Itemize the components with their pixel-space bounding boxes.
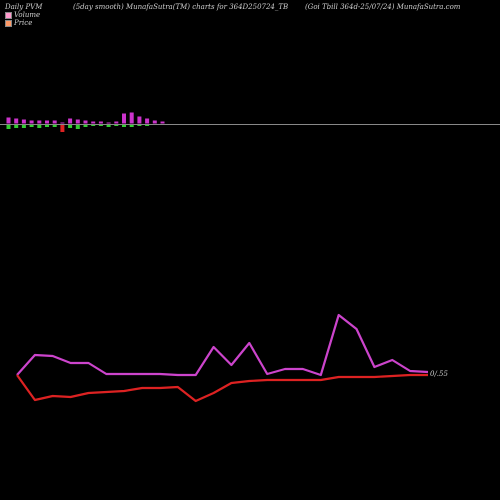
volume-bar-up [60, 122, 65, 124]
volume-bar-up [14, 118, 19, 124]
volume-bar-down [21, 125, 26, 128]
volume-bar-down [29, 125, 34, 127]
price-series-line-0 [16, 313, 429, 377]
volume-bar-up [145, 118, 150, 124]
volume-bar-down [98, 125, 103, 126]
volume-bar-down [75, 125, 80, 129]
volume-bar-down [145, 125, 150, 126]
volume-bar-down [68, 125, 73, 128]
volume-bars [6, 112, 165, 132]
volume-bar-up [52, 120, 57, 124]
volume-swatch-icon [5, 11, 12, 19]
price-end-label: 0/.55 [430, 370, 448, 378]
price-swatch-icon [5, 19, 12, 27]
volume-bar-up [160, 121, 165, 124]
volume-bar-up [83, 120, 88, 124]
volume-bar-down [83, 125, 88, 127]
volume-bar-down [6, 125, 11, 129]
volume-bar-down [91, 125, 96, 126]
volume-bar-up [98, 121, 103, 124]
volume-bar-down [114, 125, 119, 126]
volume-bar-down [14, 125, 19, 128]
volume-bar-down [106, 125, 111, 127]
header-left: Daily PVM [5, 3, 43, 11]
volume-bar-up [6, 117, 11, 124]
legend-item-volume: Volume [5, 11, 40, 19]
volume-bar-up [91, 121, 96, 124]
volume-bar-down [45, 125, 49, 127]
volume-bar-up [75, 119, 80, 124]
volume-bar-down [60, 125, 65, 132]
volume-bar-up [45, 120, 49, 124]
price-series-line-1 [16, 373, 428, 403]
price-lines [16, 313, 429, 403]
volume-bar-down [37, 125, 42, 128]
legend-item-price: Price [5, 19, 32, 27]
volume-bar-up [122, 113, 126, 124]
header-right: (Goi Tbill 364d-25/07/24) MunafaSutra.co… [305, 3, 461, 11]
volume-bar-up [37, 120, 42, 124]
legend-price-label: Price [14, 19, 33, 27]
volume-bar-up [129, 112, 134, 124]
volume-bar-down [52, 125, 57, 127]
volume-bar-up [21, 119, 26, 124]
legend-volume-label: Volume [14, 11, 41, 19]
header-center: (5day smooth) MunafaSutra(TM) charts for… [73, 3, 289, 11]
volume-bar-up [106, 122, 111, 124]
volume-bar-down [129, 125, 134, 127]
volume-bar-down [122, 125, 126, 127]
volume-bar-down [137, 125, 142, 126]
volume-bar-up [137, 116, 142, 124]
volume-bar-up [152, 120, 157, 124]
volume-bar-up [29, 120, 34, 124]
volume-bar-up [68, 118, 73, 124]
volume-bar-up [114, 121, 119, 124]
